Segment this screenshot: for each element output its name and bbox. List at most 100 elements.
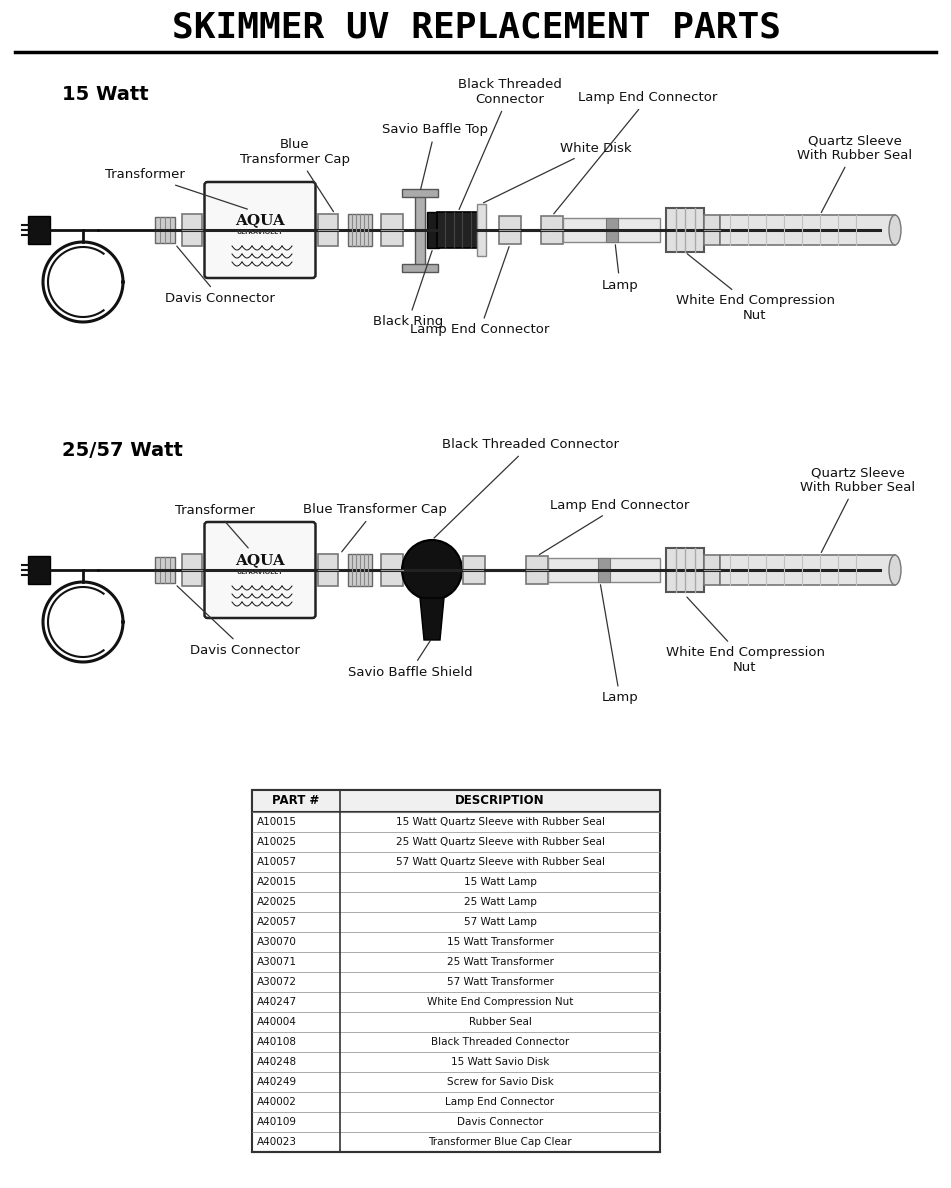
Text: AQUA: AQUA	[235, 552, 285, 567]
Text: Quartz Sleeve
With Rubber Seal: Quartz Sleeve With Rubber Seal	[801, 466, 916, 552]
Text: A40247: A40247	[257, 997, 297, 1007]
Text: Savio Baffle Top: Savio Baffle Top	[382, 124, 488, 189]
Text: Transformer: Transformer	[175, 504, 255, 548]
Text: ULTRAVIOLET: ULTRAVIOLET	[237, 569, 283, 575]
Text: A20057: A20057	[257, 917, 297, 927]
Text: 57 Watt Transformer: 57 Watt Transformer	[447, 977, 553, 987]
Text: Transformer: Transformer	[106, 169, 247, 209]
Bar	[381, 214, 403, 246]
Bar	[704, 555, 720, 584]
Bar	[252, 790, 660, 813]
Text: Black Ring: Black Ring	[373, 251, 443, 329]
Text: 15 Watt Transformer: 15 Watt Transformer	[447, 937, 553, 947]
Text: A40248: A40248	[257, 1057, 297, 1067]
Bar	[381, 554, 403, 586]
Text: AQUA: AQUA	[235, 213, 285, 227]
Text: A20015: A20015	[257, 877, 297, 887]
Text: White End Compression
Nut: White End Compression Nut	[666, 598, 825, 674]
Text: A40109: A40109	[257, 1117, 297, 1127]
Bar	[402, 189, 438, 196]
Text: Screw for Savio Disk: Screw for Savio Disk	[447, 1078, 553, 1087]
Text: Lamp End Connector: Lamp End Connector	[539, 499, 689, 555]
Text: A10057: A10057	[257, 857, 297, 867]
Text: 57 Watt Quartz Sleeve with Rubber Seal: 57 Watt Quartz Sleeve with Rubber Seal	[396, 857, 605, 867]
Bar	[666, 208, 704, 252]
Bar	[318, 214, 338, 246]
Bar	[155, 557, 175, 583]
Bar	[182, 554, 202, 586]
Text: 15 Watt Quartz Sleeve with Rubber Seal: 15 Watt Quartz Sleeve with Rubber Seal	[396, 817, 605, 827]
Bar	[427, 211, 439, 248]
Bar	[252, 790, 660, 1152]
Text: A30070: A30070	[257, 937, 297, 947]
Text: PART #: PART #	[272, 795, 320, 808]
Bar	[437, 211, 479, 248]
Text: Blue
Transformer Cap: Blue Transformer Cap	[240, 138, 350, 211]
Polygon shape	[420, 598, 444, 640]
Text: Rubber Seal: Rubber Seal	[469, 1017, 532, 1026]
Bar	[318, 554, 338, 586]
Text: Davis Connector: Davis Connector	[177, 586, 300, 657]
Text: White End Compression Nut: White End Compression Nut	[427, 997, 573, 1007]
Text: Lamp End Connector: Lamp End Connector	[445, 1097, 554, 1107]
Text: A40002: A40002	[257, 1097, 297, 1107]
Circle shape	[402, 541, 462, 600]
Text: Black Threaded Connector: Black Threaded Connector	[434, 438, 618, 538]
Text: A30072: A30072	[257, 977, 297, 987]
Ellipse shape	[889, 555, 901, 584]
Text: 15 Watt Lamp: 15 Watt Lamp	[463, 877, 536, 887]
Text: A40108: A40108	[257, 1037, 297, 1047]
Text: White End Compression
Nut: White End Compression Nut	[675, 254, 834, 322]
Text: Davis Connector: Davis Connector	[165, 246, 275, 304]
Text: Savio Baffle Shield: Savio Baffle Shield	[348, 640, 473, 678]
Bar	[526, 556, 548, 584]
Bar	[476, 204, 486, 255]
Bar	[666, 548, 704, 592]
Bar	[28, 216, 50, 244]
Bar	[720, 555, 895, 584]
Bar	[548, 558, 660, 582]
Text: 15 Watt: 15 Watt	[62, 86, 148, 105]
Bar	[402, 264, 438, 272]
Bar	[28, 556, 50, 584]
Text: 57 Watt Lamp: 57 Watt Lamp	[463, 917, 536, 927]
Text: Lamp: Lamp	[602, 245, 638, 291]
Text: Transformer Blue Cap Clear: Transformer Blue Cap Clear	[428, 1137, 572, 1146]
Bar	[563, 219, 660, 242]
Bar	[348, 214, 372, 246]
Text: 25 Watt Transformer: 25 Watt Transformer	[447, 958, 553, 967]
Text: 25 Watt Lamp: 25 Watt Lamp	[463, 897, 536, 906]
Bar	[499, 216, 521, 244]
Bar	[704, 215, 720, 245]
Text: A20025: A20025	[257, 897, 297, 906]
Bar	[598, 558, 610, 582]
Text: Lamp End Connector: Lamp End Connector	[553, 91, 718, 214]
Bar	[348, 554, 372, 586]
Text: Lamp End Connector: Lamp End Connector	[410, 247, 550, 336]
Bar	[155, 217, 175, 244]
Bar	[541, 216, 563, 244]
Text: Davis Connector: Davis Connector	[456, 1117, 543, 1127]
Bar	[463, 556, 485, 584]
Text: White Disk: White Disk	[483, 141, 631, 203]
Text: SKIMMER UV REPLACEMENT PARTS: SKIMMER UV REPLACEMENT PARTS	[171, 11, 781, 45]
FancyBboxPatch shape	[204, 522, 316, 618]
Text: A40249: A40249	[257, 1078, 297, 1087]
Text: Blue Transformer Cap: Blue Transformer Cap	[303, 504, 447, 551]
Text: Quartz Sleeve
With Rubber Seal: Quartz Sleeve With Rubber Seal	[798, 134, 913, 213]
Bar	[415, 192, 425, 267]
Text: 25 Watt Quartz Sleeve with Rubber Seal: 25 Watt Quartz Sleeve with Rubber Seal	[396, 838, 605, 847]
Text: A30071: A30071	[257, 958, 297, 967]
FancyBboxPatch shape	[204, 182, 316, 278]
Bar	[182, 214, 202, 246]
Ellipse shape	[889, 215, 901, 245]
Text: Lamp: Lamp	[600, 584, 638, 704]
Text: Black Threaded
Connector: Black Threaded Connector	[458, 78, 562, 209]
Bar	[720, 215, 895, 245]
Bar	[606, 219, 617, 242]
Text: DESCRIPTION: DESCRIPTION	[456, 795, 545, 808]
Text: Black Threaded Connector: Black Threaded Connector	[431, 1037, 569, 1047]
Text: 15 Watt Savio Disk: 15 Watt Savio Disk	[451, 1057, 549, 1067]
Text: A10015: A10015	[257, 817, 297, 827]
Text: ULTRAVIOLET: ULTRAVIOLET	[237, 229, 283, 234]
